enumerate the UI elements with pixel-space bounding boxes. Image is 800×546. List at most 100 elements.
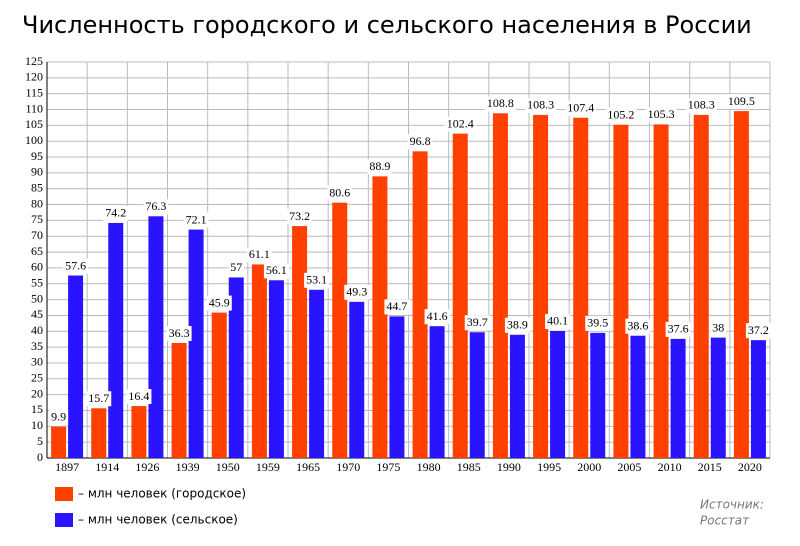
x-tick-label: 1995: [537, 460, 561, 474]
value-label: 38.9: [507, 318, 528, 332]
x-tick-label: 1980: [417, 460, 441, 474]
y-tick-label: 90: [31, 165, 43, 179]
y-tick-label: 75: [31, 212, 43, 226]
y-tick-label: 10: [31, 418, 43, 432]
x-tick-label: 2000: [577, 460, 601, 474]
value-label: 107.4: [567, 101, 594, 115]
x-tick-label: 1975: [376, 460, 400, 474]
value-label: 39.5: [587, 316, 608, 330]
value-label-bg: [665, 321, 691, 337]
bar: [412, 151, 428, 459]
bar: [188, 229, 204, 458]
value-label: 105.2: [607, 107, 634, 121]
y-tick-label: 85: [31, 180, 43, 194]
bar: [613, 124, 629, 458]
bar: [590, 332, 606, 458]
y-tick-label: 105: [25, 117, 43, 131]
bar: [251, 264, 267, 458]
bar: [509, 334, 525, 458]
value-label: 108.3: [527, 98, 554, 112]
value-label: 57: [230, 260, 242, 274]
y-tick-label: 100: [25, 133, 43, 147]
value-label: 109.5: [728, 94, 755, 108]
value-label-bg: [143, 199, 169, 215]
y-tick-label: 125: [25, 54, 43, 68]
value-label-bg: [444, 116, 476, 132]
bar: [469, 332, 485, 458]
value-label: 72.1: [186, 212, 207, 226]
bar: [452, 133, 468, 458]
value-label-bg: [263, 263, 289, 279]
value-label-bg: [565, 100, 597, 116]
x-tick-label: 1959: [256, 460, 280, 474]
bar: [51, 426, 67, 458]
bar: [292, 226, 308, 458]
value-label-bg: [424, 309, 450, 325]
bar: [750, 340, 766, 458]
bar: [429, 326, 445, 458]
bar: [550, 330, 566, 458]
value-label-bg: [504, 317, 530, 333]
y-tick-label: 60: [31, 260, 43, 274]
value-label: 80.6: [329, 185, 350, 199]
source-label: Источник:: [700, 498, 764, 512]
value-label: 108.8: [487, 96, 514, 110]
bar: [131, 406, 147, 458]
y-tick-label: 80: [31, 196, 43, 210]
y-tick-label: 65: [31, 244, 43, 258]
value-label: 9.9: [51, 409, 66, 423]
value-label-bg: [545, 313, 571, 329]
y-tick-label: 70: [31, 228, 43, 242]
bar: [573, 117, 589, 458]
x-tick-label: 1939: [176, 460, 200, 474]
y-tick-label: 20: [31, 386, 43, 400]
bar: [533, 114, 549, 458]
bar: [332, 202, 348, 458]
x-tick-label: 1897: [55, 460, 79, 474]
bar: [171, 343, 187, 458]
chart-title: Численность городского и сельского насел…: [22, 11, 752, 39]
value-label-bg: [525, 97, 557, 113]
value-label: 44.7: [386, 299, 407, 313]
value-label: 16.4: [128, 389, 149, 403]
legend-swatch: [55, 487, 73, 501]
x-tick-label: 2005: [617, 460, 641, 474]
legend-swatch: [55, 513, 73, 527]
value-label-bg: [304, 272, 330, 288]
bar: [211, 312, 227, 458]
y-tick-label: 120: [25, 70, 43, 84]
value-label: 37.2: [748, 323, 769, 337]
value-label-bg: [407, 134, 433, 150]
y-tick-label: 40: [31, 323, 43, 337]
value-label-bg: [625, 318, 651, 334]
legend-label: – млн человек (городское): [78, 487, 246, 501]
y-tick-label: 95: [31, 149, 43, 163]
y-tick-label: 5: [37, 434, 43, 448]
value-label: 88.9: [369, 159, 390, 173]
value-label-bg: [484, 96, 516, 112]
x-tick-label: 2010: [658, 460, 682, 474]
value-label: 74.2: [105, 206, 126, 220]
value-label: 40.1: [547, 314, 568, 328]
value-label-bg: [103, 205, 129, 221]
bar: [710, 337, 726, 458]
y-tick-label: 0: [37, 450, 43, 464]
value-label-bg: [384, 299, 410, 315]
value-label-bg: [126, 389, 152, 405]
value-label-bg: [367, 159, 393, 175]
x-tick-label: 1914: [95, 460, 119, 474]
x-tick-label: 1990: [497, 460, 521, 474]
value-label: 49.3: [346, 285, 367, 299]
bar: [309, 289, 325, 458]
bar: [389, 316, 405, 458]
bar: [268, 280, 284, 458]
x-tick-label: 2020: [738, 460, 762, 474]
value-label: 36.3: [169, 326, 190, 340]
value-label: 102.4: [447, 116, 474, 130]
value-label-bg: [183, 212, 209, 228]
value-label: 76.3: [145, 199, 166, 213]
value-label-bg: [86, 391, 112, 407]
value-label-bg: [344, 284, 370, 300]
bar: [670, 338, 686, 458]
x-tick-label: 1926: [135, 460, 159, 474]
